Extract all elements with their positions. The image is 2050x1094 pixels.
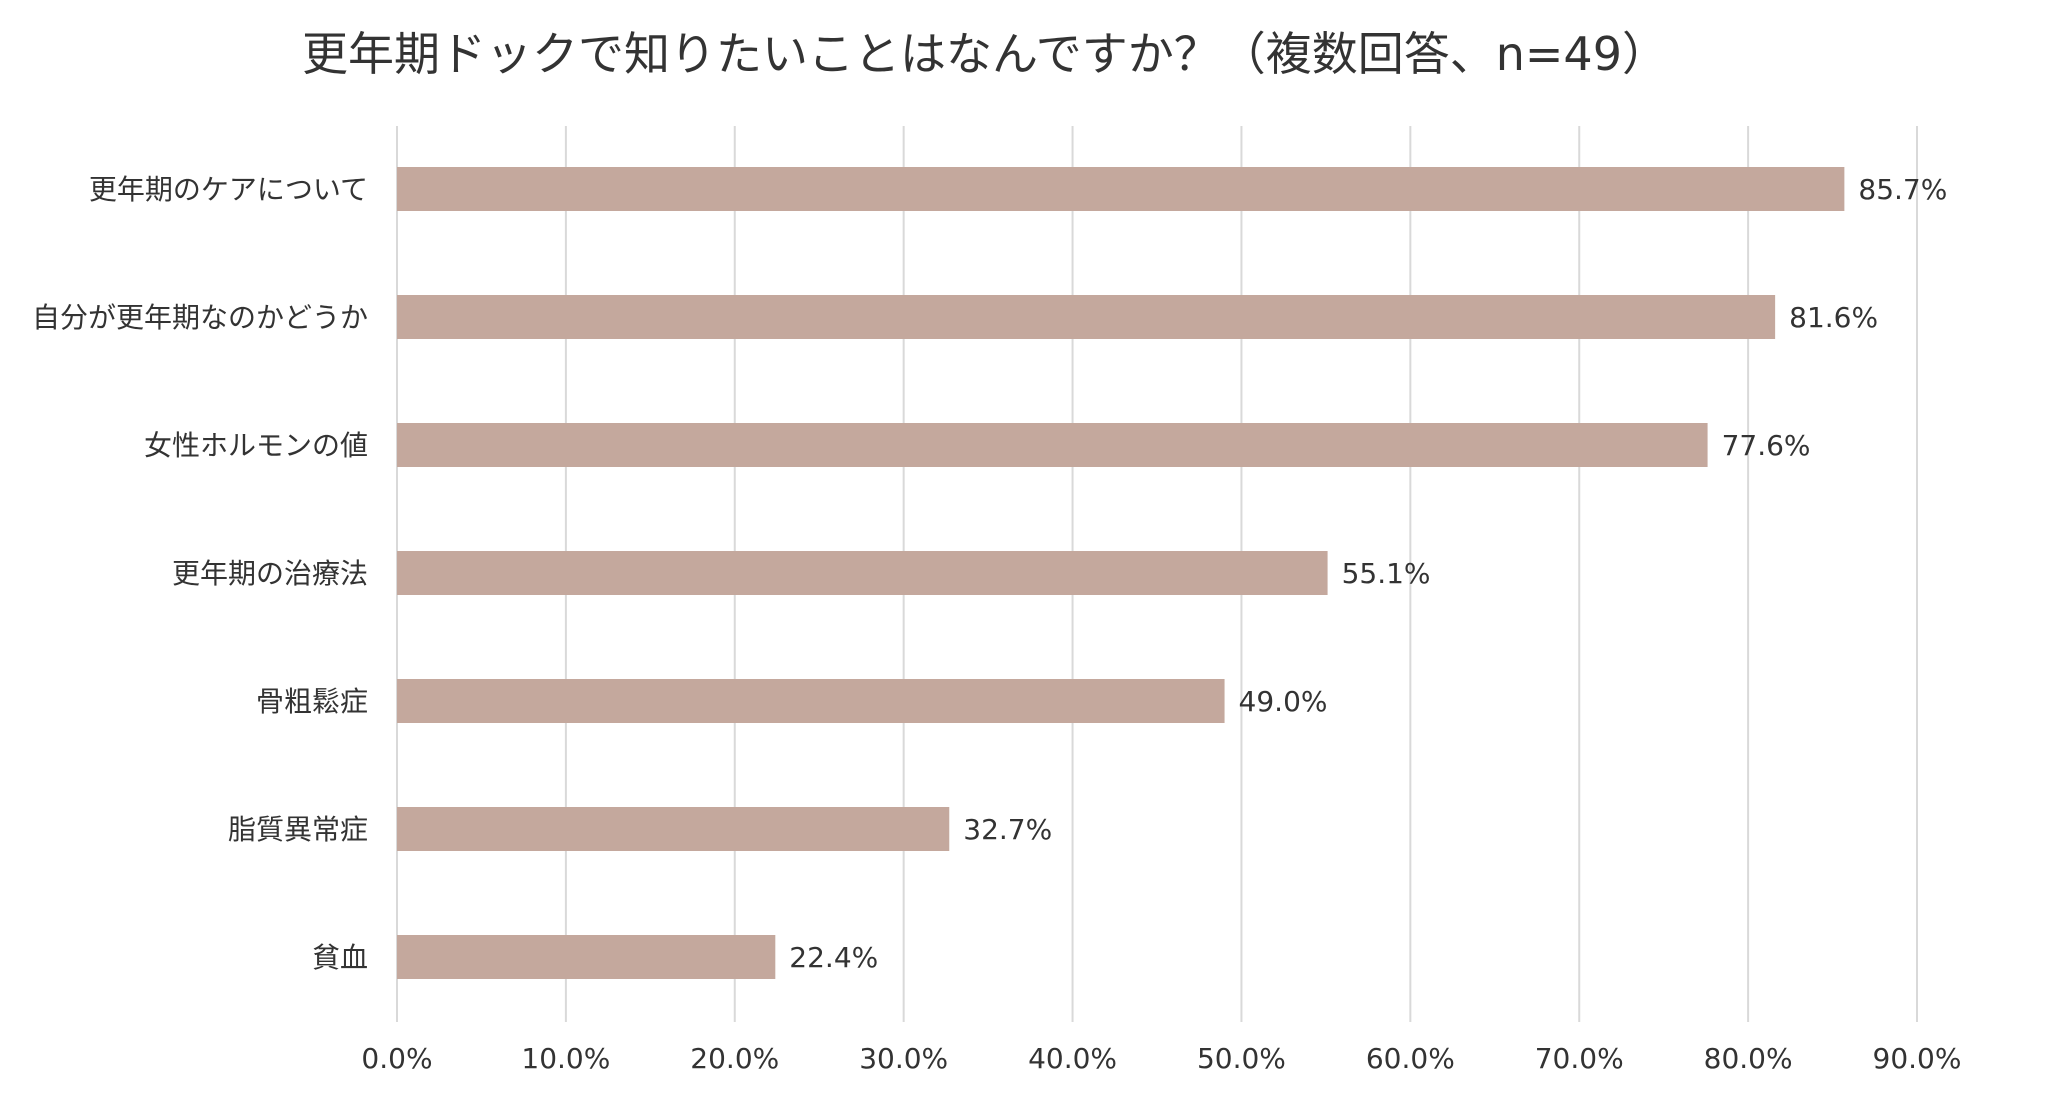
bar (397, 295, 1776, 339)
value-label: 85.7% (1858, 173, 1947, 206)
bar (397, 423, 1708, 467)
value-label: 77.6% (1722, 429, 1811, 462)
x-tick-label: 40.0% (1028, 1042, 1117, 1075)
bar (397, 935, 776, 979)
value-label: 32.7% (963, 813, 1052, 846)
value-label: 55.1% (1342, 557, 1431, 590)
bar (397, 167, 1845, 211)
x-tick-label: 30.0% (859, 1042, 948, 1075)
x-tick-label: 60.0% (1366, 1042, 1455, 1075)
value-label: 81.6% (1789, 301, 1878, 334)
bar (397, 679, 1225, 723)
category-label: 骨粗鬆症 (256, 685, 368, 718)
x-tick-label: 80.0% (1704, 1042, 1793, 1075)
x-tick-label: 0.0% (361, 1042, 432, 1075)
category-label: 更年期のケアについて (89, 173, 368, 206)
bar (397, 551, 1328, 595)
value-label: 49.0% (1239, 685, 1328, 718)
category-labels: 更年期のケアについて自分が更年期なのかどうか女性ホルモンの値更年期の治療法骨粗鬆… (32, 173, 368, 974)
category-label: 更年期の治療法 (172, 557, 368, 590)
category-label: 貧血 (312, 941, 368, 974)
x-tick-label: 90.0% (1873, 1042, 1962, 1075)
x-tick-label: 70.0% (1535, 1042, 1624, 1075)
x-axis-ticks: 0.0% 10.0% 20.0% 30.0% 40.0% 50.0% 60.0% 70.0% 8… (361, 1042, 1961, 1075)
value-label: 22.4% (789, 941, 878, 974)
category-label: 自分が更年期なのかどうか (32, 301, 368, 334)
chart-title: 更年期ドックで知りたいことはなんですか？（複数回答、n=49） (302, 27, 1668, 81)
category-label: 脂質異常症 (228, 813, 368, 846)
x-tick-label: 50.0% (1197, 1042, 1286, 1075)
bar (397, 807, 950, 851)
bars (397, 167, 1845, 979)
x-tick-label: 10.0% (521, 1042, 610, 1075)
category-label: 女性ホルモンの値 (144, 429, 368, 462)
value-labels: 85.7% 81.6% 77.6% 55.1% 49.0% 32.7% 22.4% (789, 173, 1947, 974)
x-tick-label: 20.0% (690, 1042, 779, 1075)
